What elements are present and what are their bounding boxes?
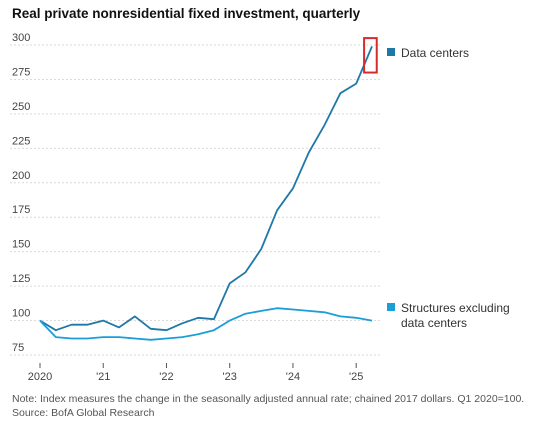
- y-tick-label: 250: [12, 101, 30, 113]
- annotations: [363, 37, 378, 74]
- source-text: Source: BofA Global Research: [12, 407, 155, 419]
- x-tick-label: '23: [223, 371, 237, 383]
- legend-label-line2: data centers: [401, 316, 467, 330]
- y-tick-label: 75: [12, 342, 24, 354]
- series-lines: [39, 46, 373, 341]
- y-tick-label: 150: [12, 239, 30, 251]
- series-line-1: [39, 307, 373, 341]
- legend-swatch: [387, 48, 395, 56]
- y-tick-label: 125: [12, 273, 30, 285]
- x-tick-label: '24: [286, 371, 300, 383]
- legend-swatch: [387, 303, 395, 311]
- y-tick-label: 100: [12, 308, 30, 320]
- x-tick-label: '21: [96, 371, 110, 383]
- gridlines: [10, 44, 380, 356]
- chart-note: Note: Index measures the change in the s…: [12, 392, 524, 420]
- legend-label: Structures excluding: [401, 301, 510, 315]
- highlight-box: [363, 37, 378, 74]
- legend-label: Data centers: [401, 46, 469, 60]
- x-tick-label: '22: [159, 371, 173, 383]
- y-tick-label: 175: [12, 204, 30, 216]
- note-text: Note: Index measures the change in the s…: [12, 393, 525, 405]
- y-tick-label: 275: [12, 66, 30, 78]
- chart-title: Real private nonresidential fixed invest…: [12, 6, 361, 21]
- x-tick-label: 2020: [28, 371, 52, 383]
- y-tick-label: 300: [12, 32, 30, 44]
- y-tick-label: 225: [12, 135, 30, 147]
- y-tick-label: 200: [12, 170, 30, 182]
- x-tick-label: '25: [349, 371, 363, 383]
- x-axis-ticks: 2020 '21 '22 '23 '24 '25: [28, 363, 363, 383]
- y-axis-ticks: 75 100 125 150 175 200 225 250 275 300: [12, 32, 30, 354]
- series-line-0: [39, 46, 373, 332]
